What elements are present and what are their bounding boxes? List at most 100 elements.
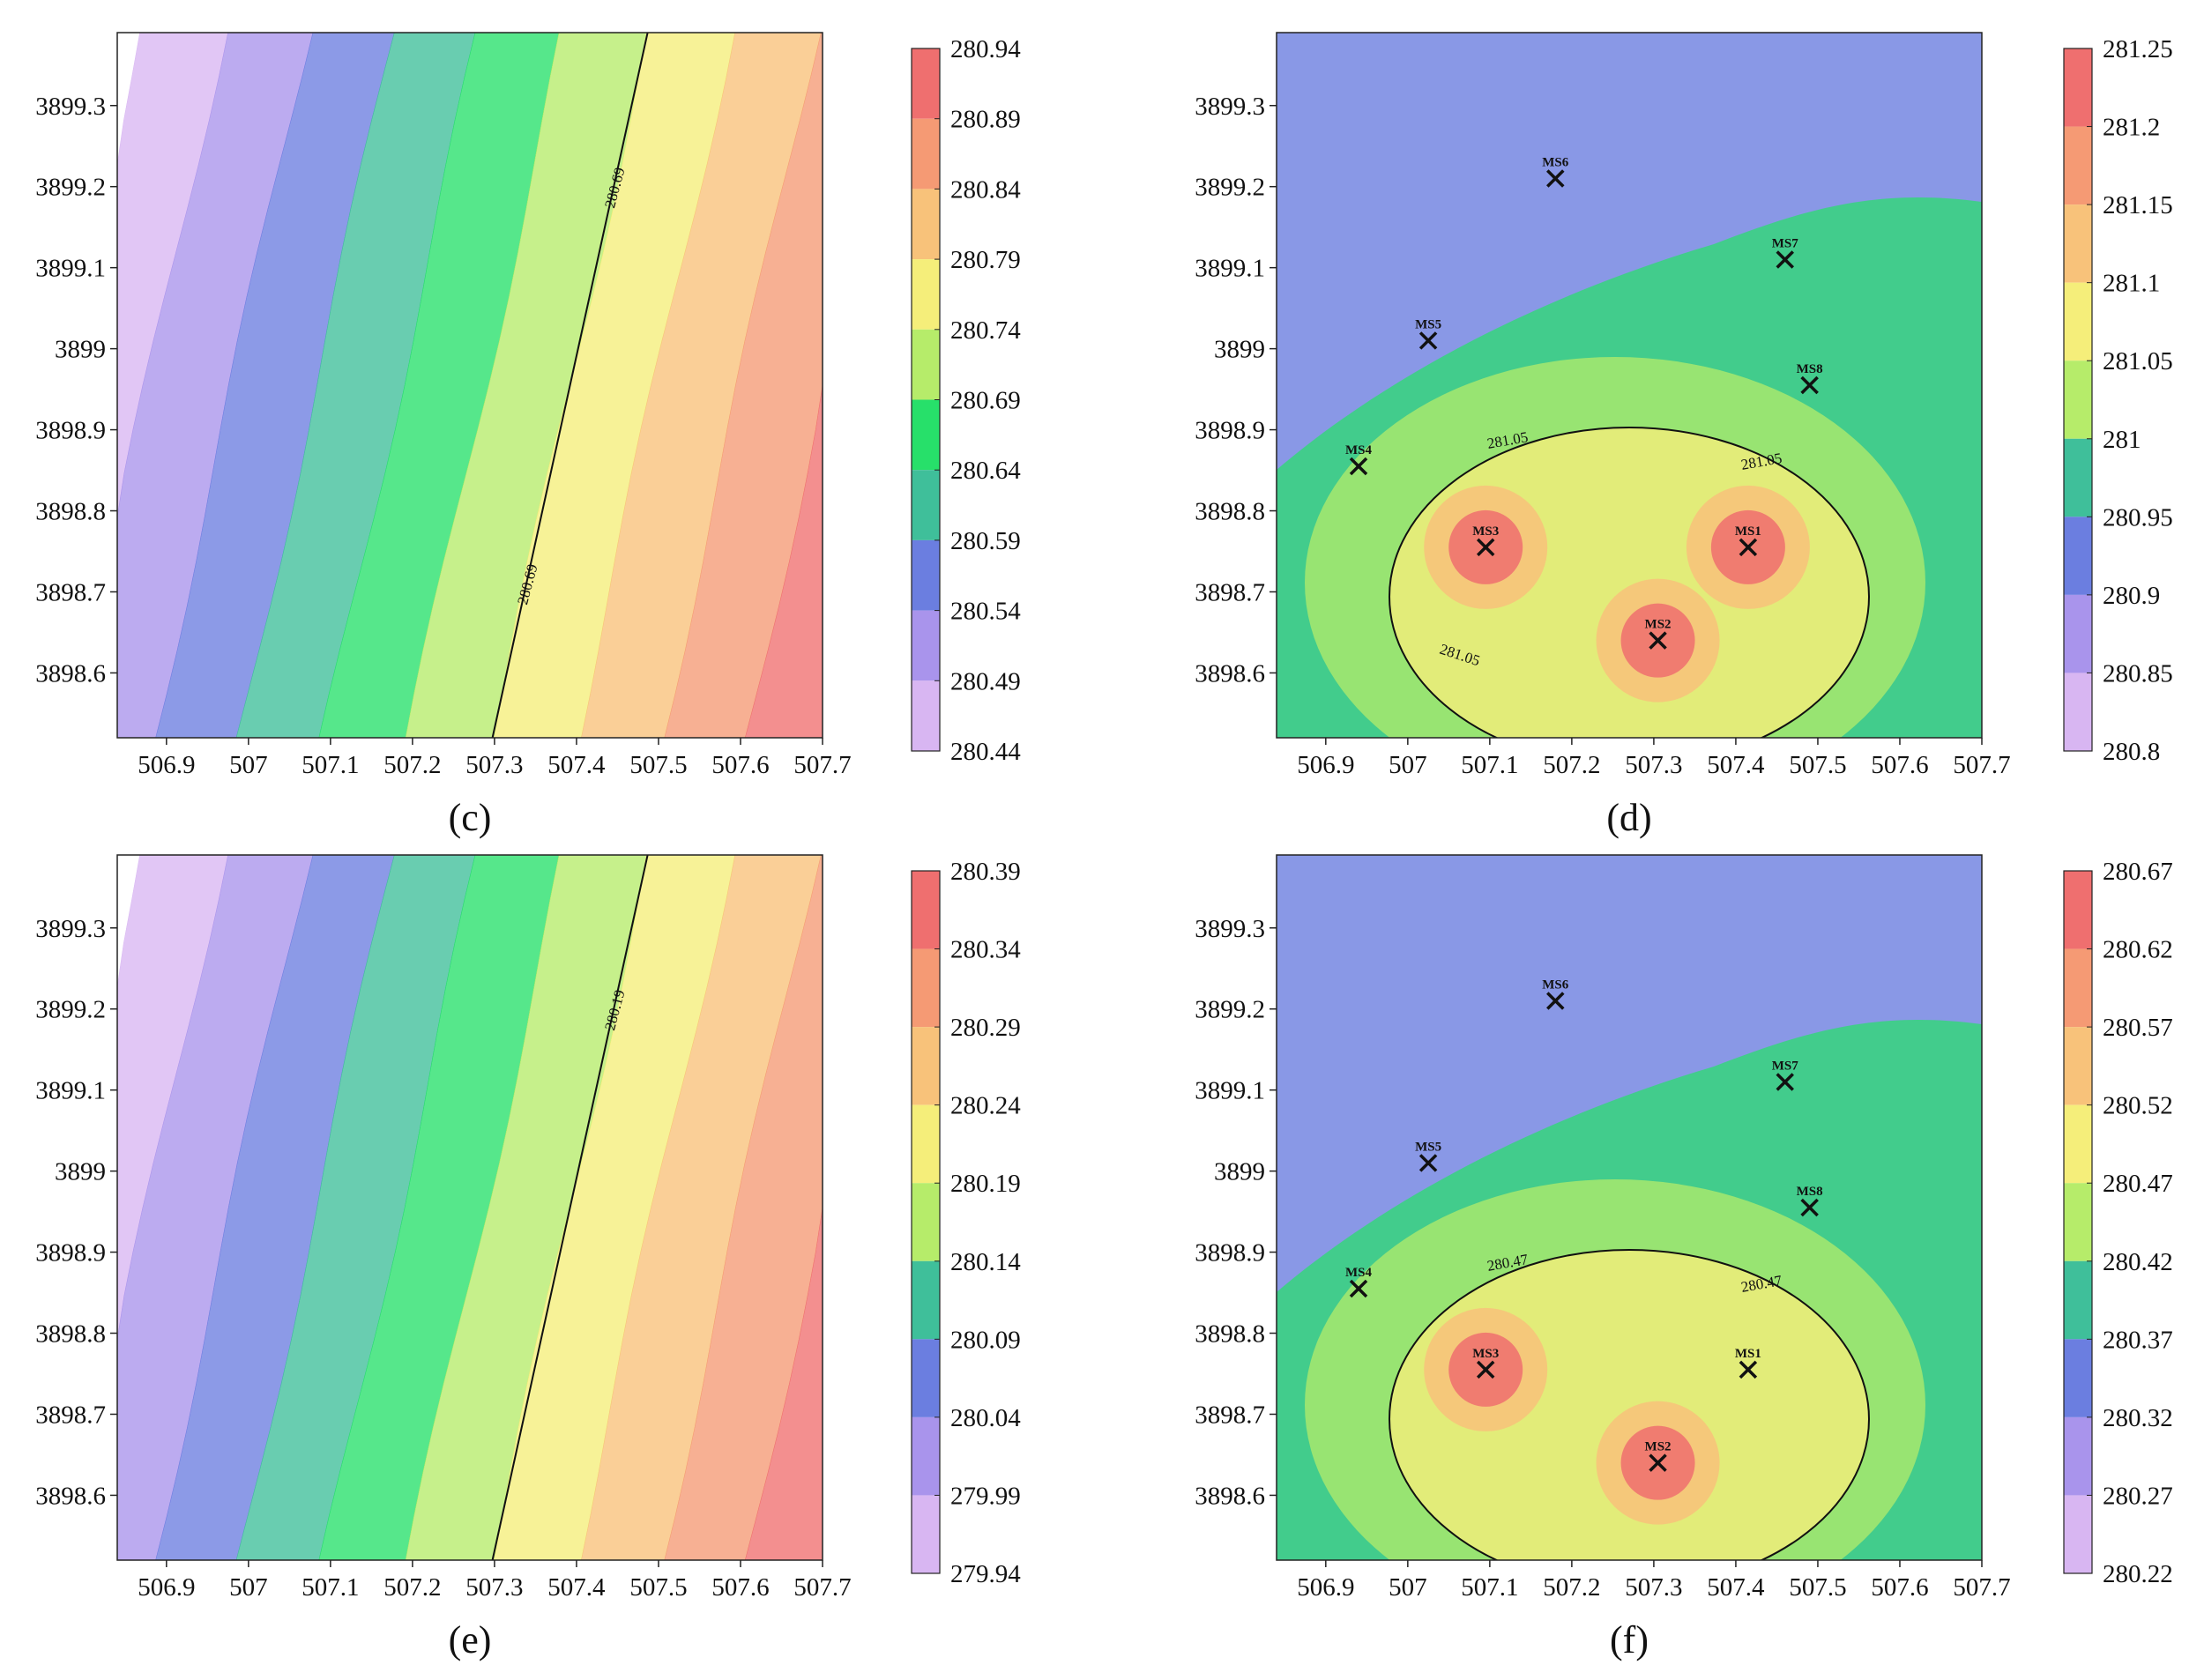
y-tick-label: 3898.6 (1195, 1482, 1265, 1510)
colorbar-segment (2064, 948, 2092, 1028)
heatmap-band (744, 855, 823, 1560)
colorbar-label: 280.94 (950, 35, 1021, 63)
colorbar-label: 281.2 (2103, 114, 2160, 142)
y-tick-label: 3899.2 (1195, 996, 1265, 1024)
station-label: MS7 (1772, 1059, 1799, 1073)
plot-area: 281.05281.05281.05MS1MS2MS3MS4MS5MS6MS7M… (1277, 33, 1982, 738)
station-marker (1739, 538, 1758, 557)
station-label: MS7 (1772, 236, 1799, 250)
heatmap-band (664, 33, 823, 738)
y-tick-label: 3898.7 (1195, 1401, 1265, 1429)
colorbar-segment (912, 1027, 940, 1105)
colorbar-segment (2064, 1495, 2092, 1573)
y-tick-label: 3898.9 (35, 1239, 106, 1267)
colorbar-label: 281.25 (2103, 35, 2173, 63)
station-label: MS3 (1472, 1347, 1499, 1361)
x-tick-label: 507.5 (629, 1573, 687, 1602)
colorbar-segment (2064, 126, 2092, 205)
x-tick-label: 507.3 (465, 1573, 523, 1602)
y-tick-label: 3899.1 (35, 255, 106, 283)
x-tick-label: 507.3 (1625, 1573, 1682, 1602)
x-tick-label: 507.1 (1461, 751, 1518, 779)
colorbar-segment (912, 259, 940, 330)
colorbar-label: 280.09 (950, 1326, 1021, 1354)
colorbar-segment (912, 329, 940, 400)
colorbar-label: 280.62 (2103, 936, 2173, 964)
colorbar-segment (912, 1495, 940, 1573)
colorbar-segment (912, 1260, 940, 1340)
x-tick-label: 507.3 (465, 751, 523, 779)
station-marker (1546, 992, 1565, 1010)
station-ms5: MS5 (1415, 317, 1441, 350)
x-tick-label: 507.5 (1789, 751, 1846, 779)
colorbar-label: 280.84 (950, 175, 1021, 204)
panel-title: (d) (1606, 796, 1651, 839)
plot-frame (1276, 854, 1983, 1561)
colorbar-segment (912, 399, 940, 471)
colorbar-label: 280.74 (950, 316, 1021, 345)
colorbar-segment (2064, 871, 2092, 949)
colorbar-label: 281.1 (2103, 270, 2160, 298)
y-tick-label: 3899 (55, 336, 106, 364)
station-ms4: MS4 (1345, 1266, 1373, 1298)
colorbar-label: 280.49 (950, 667, 1021, 695)
x-tick-label: 507.6 (1871, 751, 1928, 779)
colorbar-label: 280.57 (2103, 1014, 2173, 1042)
colorbar-segment (2064, 48, 2092, 127)
panel-title: (e) (449, 1618, 492, 1661)
station-marker (1476, 538, 1495, 557)
colorbar-frame (2063, 48, 2093, 752)
colorbar-segment (912, 1104, 940, 1184)
panel-title: (f) (1610, 1618, 1649, 1661)
colorbar-label: 280.04 (950, 1404, 1021, 1432)
colorbar-label: 280.59 (950, 527, 1021, 555)
y-tick-label: 3898.7 (35, 1401, 106, 1429)
station-marker (1418, 331, 1438, 350)
colorbar-label: 280.39 (950, 858, 1021, 886)
contour-line (491, 33, 649, 738)
station-label: MS3 (1472, 524, 1499, 539)
colorbar-segment (912, 118, 940, 190)
colorbar-segment (912, 1183, 940, 1261)
x-tick-label: 506.9 (1297, 751, 1354, 779)
colorbar-label: 280.27 (2103, 1482, 2173, 1510)
colorbar-label: 280.37 (2103, 1326, 2173, 1354)
contour-line (491, 855, 649, 1560)
x-tick-label: 507.5 (629, 751, 687, 779)
x-tick-label: 507.2 (1543, 1573, 1600, 1602)
station-ms6: MS6 (1542, 156, 1569, 188)
panel-f: 280.47280.47MS1MS2MS3MS4MS5MS6MS7MS8506.… (1195, 854, 2173, 1661)
x-tick-label: 507.6 (711, 1573, 769, 1602)
colorbar-label: 279.94 (950, 1560, 1021, 1588)
colorbar-segment (912, 680, 940, 751)
colorbar-label: 280.34 (950, 936, 1021, 964)
colorbar-label: 280.9 (2103, 582, 2160, 610)
colorbar-segment (2064, 1260, 2092, 1340)
y-tick-label: 3898.7 (1195, 578, 1265, 606)
plot-frame (1276, 32, 1983, 739)
y-tick-label: 3899.2 (35, 174, 106, 202)
colorbar-label: 279.99 (950, 1482, 1021, 1510)
y-tick-label: 3899.3 (35, 93, 106, 121)
y-tick-label: 3899 (1214, 336, 1265, 364)
colorbar-segment (2064, 361, 2092, 439)
x-tick-label: 507.4 (547, 751, 606, 779)
colorbar-frame (2063, 870, 2093, 1574)
colorbar-label: 280.44 (950, 738, 1021, 766)
colorbar-label: 281.15 (2103, 191, 2173, 219)
x-tick-label: 507 (229, 751, 268, 779)
colorbar-label: 280.85 (2103, 659, 2173, 688)
colorbar-label: 280.52 (2103, 1092, 2173, 1120)
heatmap-band (744, 33, 823, 738)
colorbar-segment (2064, 594, 2092, 673)
station-label: MS8 (1797, 362, 1823, 376)
station-marker (1649, 1453, 1667, 1472)
station-ms3: MS3 (1472, 524, 1499, 557)
station-label: MS2 (1645, 618, 1672, 632)
y-tick-label: 3899.2 (35, 996, 106, 1024)
x-tick-label: 507.1 (1461, 1573, 1518, 1602)
colorbar-label: 280.64 (950, 457, 1021, 485)
station-marker (1546, 169, 1565, 188)
y-tick-label: 3898.7 (35, 578, 106, 606)
